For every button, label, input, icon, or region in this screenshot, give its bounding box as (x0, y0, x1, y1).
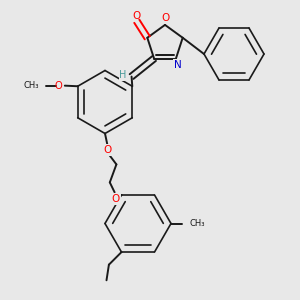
Text: O: O (55, 81, 63, 91)
Text: N: N (174, 60, 181, 70)
Text: CH₃: CH₃ (23, 80, 39, 89)
Text: O: O (133, 11, 141, 21)
Text: O: O (112, 194, 120, 204)
Text: O: O (161, 13, 169, 23)
Text: O: O (103, 145, 112, 155)
Text: H: H (119, 70, 127, 80)
Text: CH₃: CH₃ (190, 219, 205, 228)
